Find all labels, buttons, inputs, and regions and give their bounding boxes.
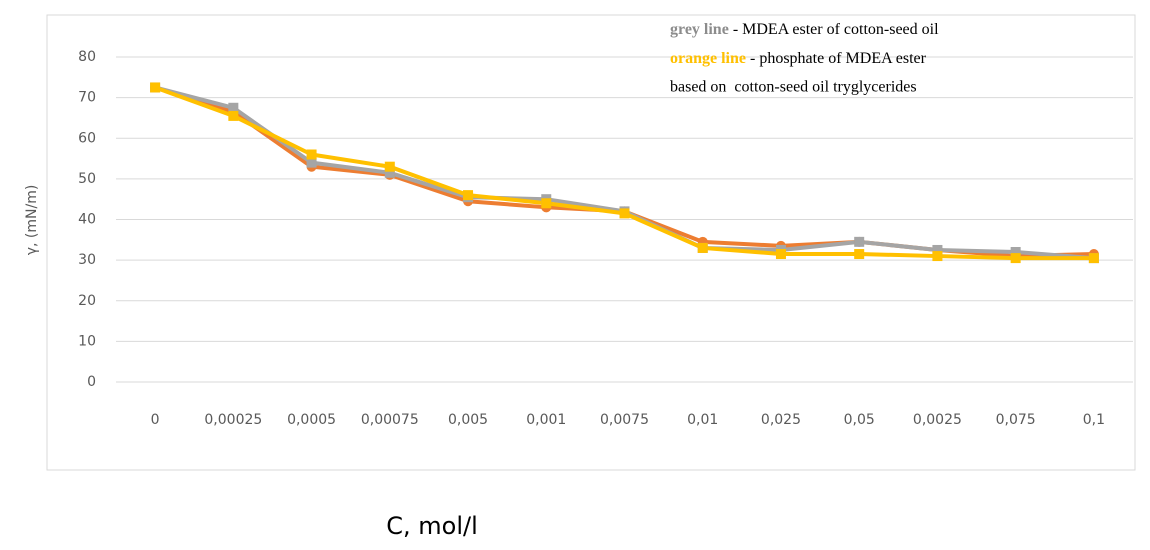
y-axis-label: γ, (mN/m) — [24, 185, 40, 256]
data-point — [228, 102, 239, 113]
x-tick-label: 0,0005 — [287, 412, 336, 428]
x-tick-label: 0,01 — [687, 412, 718, 428]
annotation-text: - MDEA ester of cotton-seed oil — [729, 21, 939, 38]
annotation: orange line - phosphate of MDEA ester — [670, 50, 927, 67]
annotation-text: - phosphate of MDEA ester — [746, 50, 927, 67]
x-tick-label: 0,075 — [996, 412, 1036, 428]
x-tick-label: 0,00025 — [204, 412, 262, 428]
y-tick-label: 60 — [78, 130, 96, 146]
data-point — [306, 149, 317, 160]
annotation-key: orange line — [670, 50, 746, 67]
data-point — [697, 242, 708, 253]
y-tick-label: 40 — [78, 212, 96, 228]
y-tick-label: 50 — [78, 171, 96, 187]
data-point — [619, 208, 630, 219]
data-point — [932, 251, 943, 262]
y-tick-label: 0 — [87, 374, 96, 390]
x-tick-label: 0 — [151, 412, 160, 428]
chart-frame — [46, 14, 1136, 471]
y-tick-label: 70 — [78, 90, 96, 106]
x-tick-label: 0,1 — [1083, 412, 1105, 428]
data-point — [463, 190, 474, 201]
y-tick-label: 20 — [78, 293, 96, 309]
data-point — [932, 244, 943, 255]
data-point — [150, 82, 161, 93]
data-point — [1010, 247, 1021, 257]
data-point — [1088, 253, 1099, 264]
x-axis-label: C, mol/l — [386, 512, 478, 540]
data-point — [306, 157, 317, 168]
y-tick-label: 10 — [78, 333, 96, 349]
plot-area: 0 10 20 30 40 50 60 70 80 0 0,00025 0,0005 0,00075 0,… — [78, 49, 1133, 428]
data-point — [541, 198, 552, 209]
x-tick-label: 0,00075 — [361, 412, 419, 428]
x-tick-label: 0,005 — [448, 412, 488, 428]
data-point — [775, 249, 786, 260]
x-tick-label: 0,001 — [526, 412, 566, 428]
x-tick-label: 0,0025 — [913, 412, 962, 428]
x-tick-label: 0,0075 — [600, 412, 649, 428]
annotation-text: based on cotton-seed oil tryglycerides — [670, 79, 917, 96]
data-point — [854, 236, 865, 247]
x-tick-label: 0,025 — [761, 412, 801, 428]
data-point — [228, 110, 239, 121]
data-point — [384, 161, 395, 172]
y-tick-label: 80 — [78, 49, 96, 65]
y-tick-label: 30 — [78, 252, 96, 268]
data-point — [1010, 253, 1021, 264]
data-point — [384, 167, 395, 178]
annotation-key: grey line — [670, 21, 729, 38]
annotation: grey line - MDEA ester of cotton-seed oi… — [670, 21, 939, 38]
x-tick-label: 0,05 — [844, 412, 875, 428]
data-point — [854, 249, 865, 260]
